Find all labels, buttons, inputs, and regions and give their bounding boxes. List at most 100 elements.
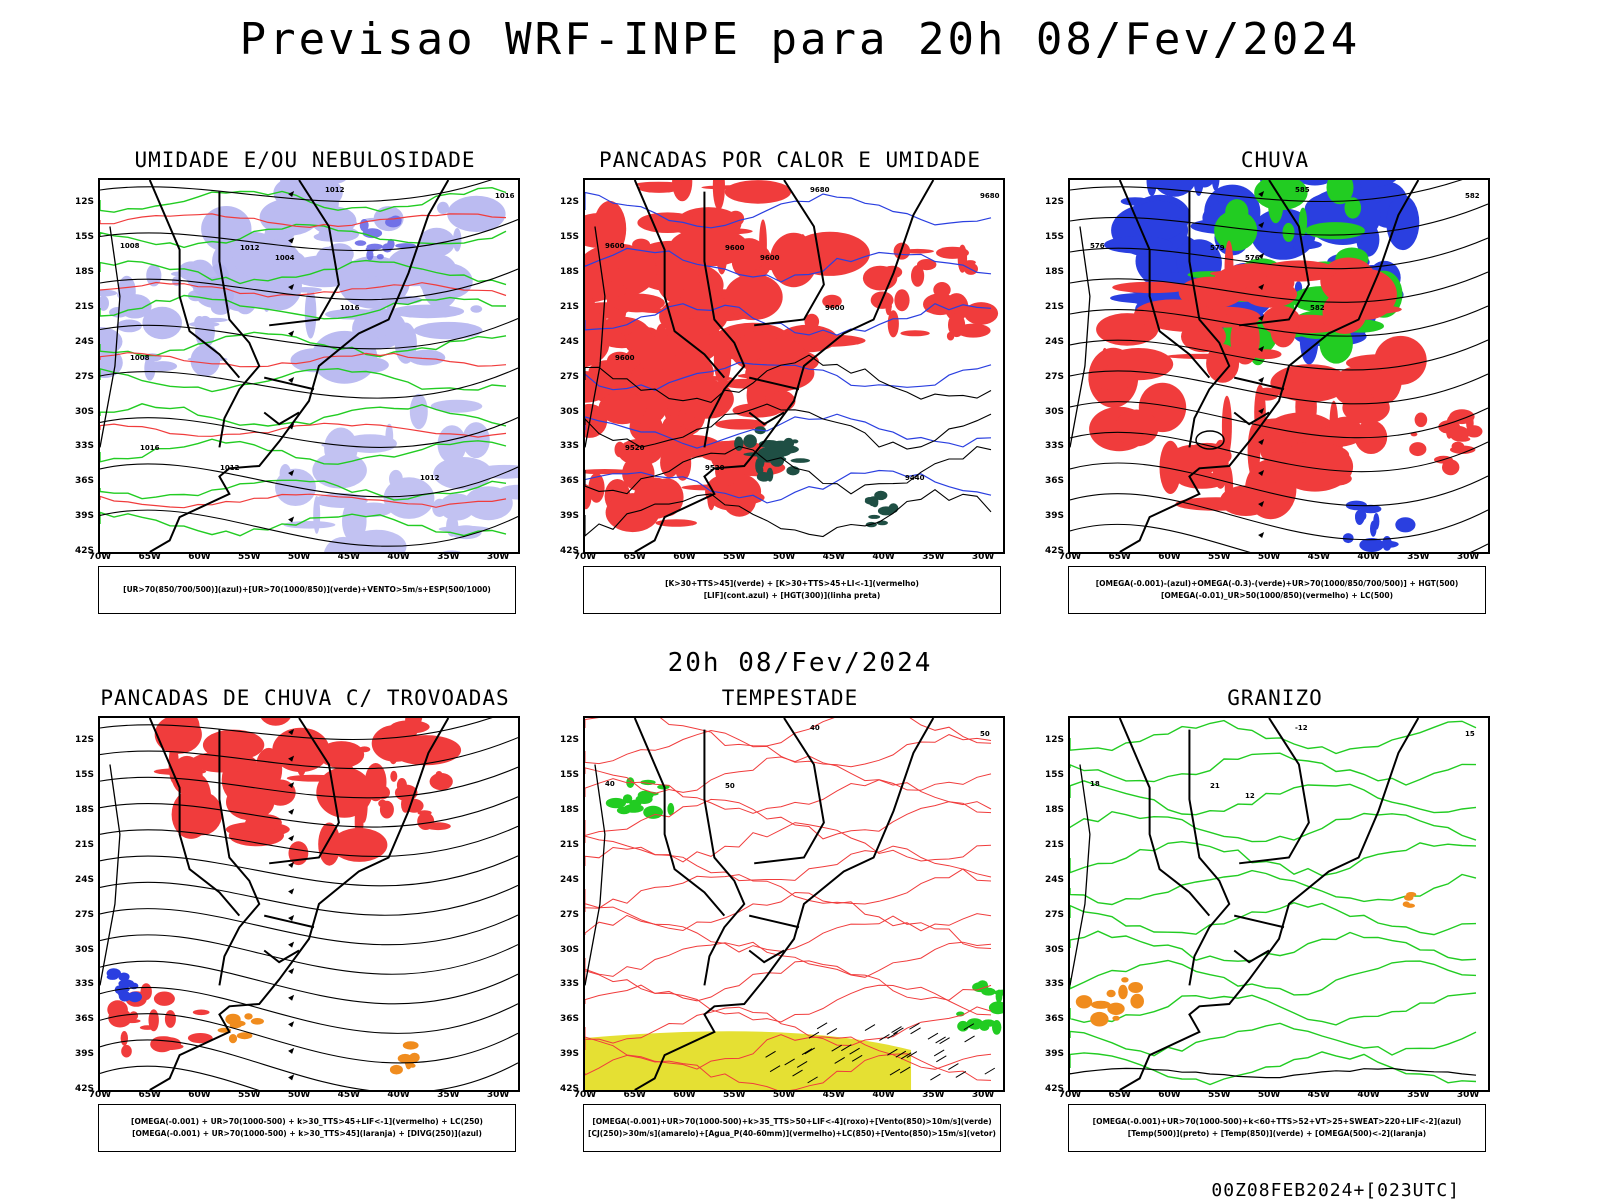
longitude-label: 50W (772, 552, 796, 562)
streamlines (100, 180, 518, 547)
latitude-label: 27S (559, 371, 579, 382)
latitude-label: 36S (1044, 1014, 1064, 1025)
latitude-label: 24S (559, 336, 579, 347)
geopotential-300-contour (585, 445, 992, 495)
contour-label: 582 (1465, 192, 1480, 200)
streamline-arrow (1258, 253, 1265, 259)
humidity-850-500-fill (275, 393, 518, 552)
contour-label: 9600 (725, 244, 745, 252)
latitude-label: 27S (559, 909, 579, 920)
coastline-and-borders (585, 718, 935, 1090)
longitude-label: 50W (1257, 552, 1281, 562)
thickness-contour (100, 422, 507, 438)
streamline-arrow (288, 284, 295, 290)
longitude-label: 40W (387, 1090, 410, 1100)
contour-label: 18 (1090, 780, 1100, 788)
longitude-label: 65W (1108, 1090, 1131, 1100)
longitude-label: 65W (623, 552, 646, 562)
panel-title: TEMPESTADE (721, 686, 859, 710)
longitude-label: 40W (1357, 1090, 1380, 1100)
longitude-label: 35W (1407, 1090, 1430, 1100)
temperature-850-contour (1070, 719, 1477, 755)
latitude-label: 24S (1044, 874, 1064, 885)
temperature-850-contour (1070, 1051, 1477, 1086)
longitude-label: 50W (1257, 1090, 1281, 1100)
humidity-1000-850-contour (100, 438, 507, 465)
latitude-label: 24S (1044, 336, 1064, 347)
contour-label: 1012 (220, 464, 240, 472)
streamline-arrow (1258, 408, 1265, 414)
contour-label: 21 (1210, 782, 1220, 790)
streamline-arrow (288, 968, 295, 975)
streamline-arrow (288, 941, 295, 948)
longitude-label: 65W (138, 1090, 161, 1100)
legend-line: [OMEGA(-0.001)+UR>70(1000-500)+k<60+TTS>… (1092, 1117, 1462, 1126)
map-area[interactable]: 9680 9680 9600 9600 9600 9600 9600 9520 9520 9440 (583, 178, 1005, 554)
latitude-label: 24S (74, 336, 94, 347)
latitude-label: 42S (1044, 1084, 1064, 1094)
contour-label: 50 (980, 730, 990, 738)
legend-line: [OMEGA(-0.001)-(azul)+OMEGA(-0.3)-(verde… (1095, 579, 1459, 588)
temperature-850-contour (1070, 810, 1477, 843)
contour-label: 9520 (705, 464, 725, 472)
contour-label: 1016 (495, 192, 515, 200)
map-canvas-4 (100, 718, 518, 1090)
lifted-index-contour (585, 191, 992, 229)
longitude-label: 60W (1158, 1090, 1181, 1100)
latitude-label: 15S (1044, 232, 1064, 243)
longitude-label: 55W (723, 1090, 746, 1100)
legend-line: [OMEGA(-0.001) + UR>70(1000-500) + k>30_… (131, 1117, 483, 1126)
latitude-label: 12S (559, 735, 579, 746)
longitude-label: 30W (1456, 1090, 1480, 1100)
precipitable-water-contour (585, 822, 992, 863)
longitude-label: 35W (437, 552, 460, 562)
precipitable-water-contour (585, 755, 992, 794)
longitude-label: 55W (1208, 1090, 1231, 1100)
wind-vectors (765, 1022, 996, 1084)
longitude-label: 35W (922, 552, 945, 562)
precipitable-water-contour (585, 891, 992, 932)
temperature-850-contour (1070, 992, 1477, 1026)
map-area[interactable]: 40 50 40 50 (583, 716, 1005, 1092)
longitude-label: 45W (1307, 1090, 1331, 1100)
streamline-arrow (288, 1021, 295, 1028)
latitude-label: 30S (74, 944, 94, 955)
wind-850-green-fill (956, 980, 1003, 1035)
latitude-label: 21S (1044, 839, 1064, 850)
temperature-500-contour (1070, 1067, 1477, 1079)
streamline-arrow (1258, 501, 1265, 507)
longitude-label: 40W (872, 1090, 895, 1100)
latitude-label: 42S (74, 1084, 94, 1094)
latitude-label: 30S (1044, 406, 1064, 417)
panel-legend: [K>30+TTS>45](verde) + [K>30+TTS>45+LI<-… (583, 566, 1001, 614)
map-canvas-2: 9680 9680 9600 9600 9600 9600 9600 9520 9520 9440 (585, 180, 1003, 552)
contour-label: 9680 (980, 192, 1000, 200)
latitude-label: 21S (559, 839, 579, 850)
map-area[interactable] (98, 716, 520, 1092)
longitude-label: 45W (822, 1090, 846, 1100)
longitude-label: 50W (772, 1090, 796, 1100)
map-area[interactable]: 585 582 576 579 576 582 (1068, 178, 1490, 554)
longitude-label: 45W (337, 552, 361, 562)
contour-label: 1012 (240, 244, 260, 252)
lifted-index-contour (585, 469, 992, 504)
streamline-arrow (288, 330, 295, 337)
latitude-label: 18S (559, 267, 579, 277)
geopotential-300-contour (585, 489, 992, 538)
thunderstorm-orange-fill (389, 1041, 420, 1075)
latitude-label: 21S (1044, 301, 1064, 312)
streamline-arrow (288, 915, 295, 921)
latitude-label: 18S (1044, 805, 1064, 815)
contour-label: 1008 (130, 354, 150, 362)
map-area[interactable]: -12 15 18 21 12 (1068, 716, 1490, 1092)
map-canvas-1: 1012 1016 1008 1012 1004 1016 1008 1016 1012 1012 (100, 180, 518, 552)
lifted-index-contour (585, 413, 992, 449)
latitude-label: 36S (559, 1014, 579, 1025)
map-canvas-3: 585 582 576 579 576 582 (1070, 180, 1488, 552)
streamline-arrow (288, 377, 295, 383)
omega-orange-fill (1402, 892, 1417, 908)
latitude-label: 33S (1044, 979, 1064, 990)
precipitable-water-contour (585, 1006, 992, 1047)
map-area[interactable]: 1012 1016 1008 1012 1004 1016 1008 1016 1012 1012 (98, 178, 520, 554)
precipitable-water-contour (585, 729, 992, 768)
